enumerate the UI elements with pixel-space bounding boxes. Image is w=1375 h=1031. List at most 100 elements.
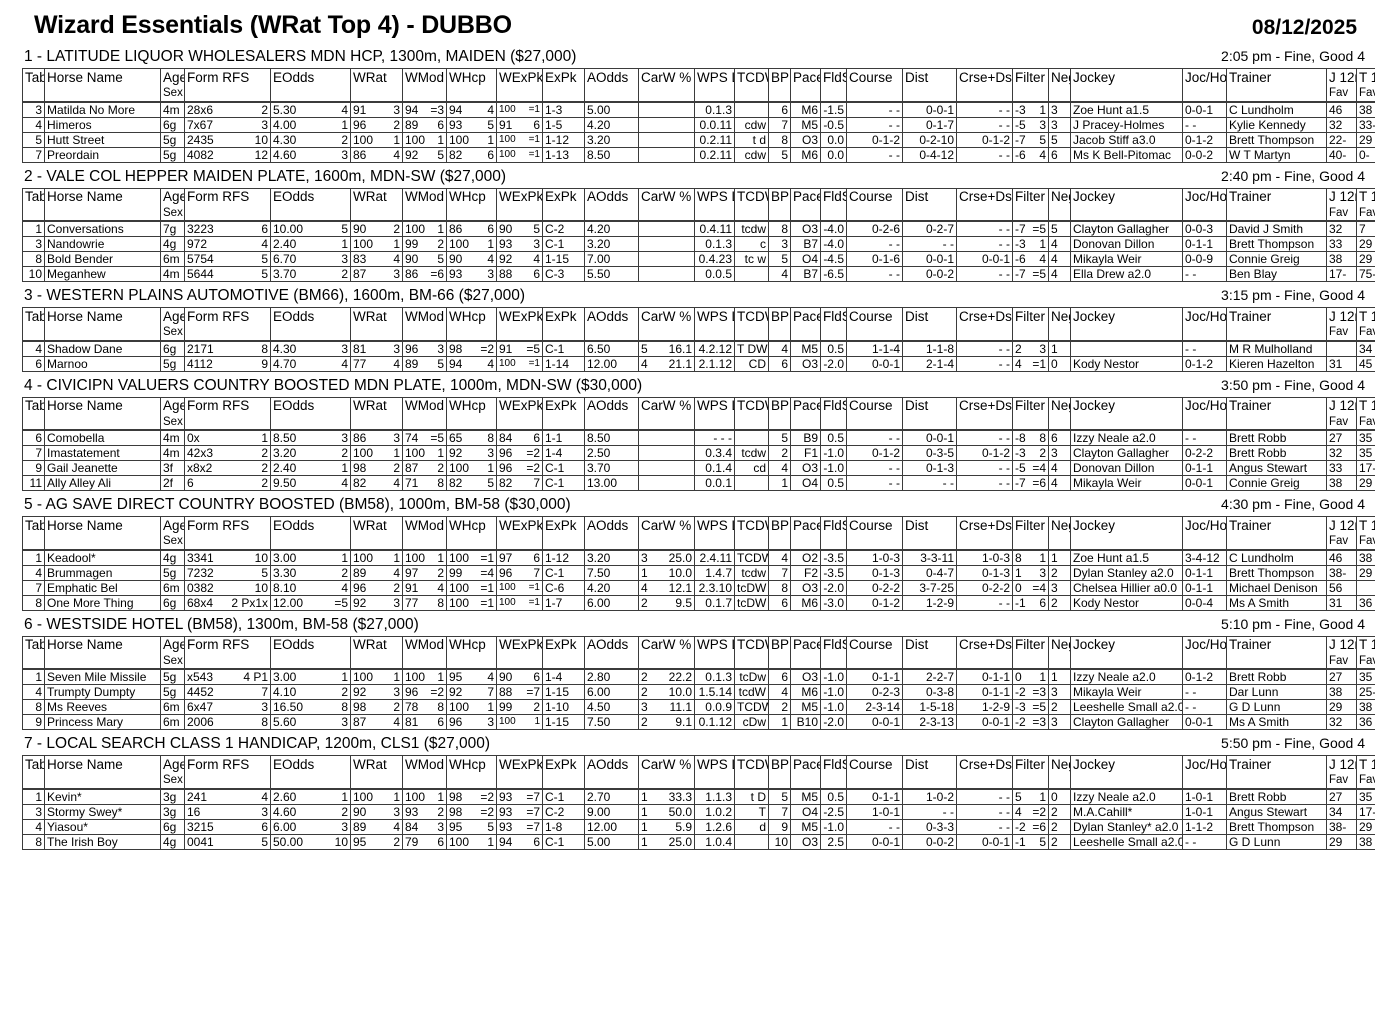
table-row[interactable]: 7 Emphatic Bel 6m 0382 10 8.10 4 96 2 91 4 100 =1 100…	[22, 579, 1375, 596]
cell-trainer[interactable]: Brett Robb	[1226, 445, 1327, 461]
cell-jockey[interactable]: J Pracey-Holmes	[1070, 116, 1183, 133]
cell-trainer[interactable]: W T Martyn	[1226, 146, 1327, 163]
cell-jockey[interactable]: Leeshelle Small a2.0	[1070, 833, 1183, 850]
cell-jockey[interactable]: Izzy Neale a2.0	[1070, 429, 1183, 446]
table-row[interactable]: 9 Gail Jeanette 3f x8x2 2 2.40 1 98 2 87 2 100 1 96 =2…	[22, 460, 1375, 476]
cell-jockey[interactable]: Chelsea Hillier a0.0	[1070, 579, 1183, 596]
cell-trainer[interactable]: Brett Thompson	[1226, 564, 1327, 581]
cell-trainer[interactable]: Kieren Hazelton	[1226, 355, 1327, 372]
cell-jockey[interactable]: Dylan Stanley* a2.0	[1070, 818, 1183, 835]
table-row[interactable]: 8 Ms Reeves 6m 6x47 3 16.50 8 98 2 78 8 100 1 99 2 1-10…	[22, 699, 1375, 715]
cell-horse-name[interactable]: One More Thing	[44, 594, 161, 611]
table-row[interactable]: 8 Bold Bender 6m 5754 5 6.70 3 83 4 90 5 90 4 92 4 1-15…	[22, 251, 1375, 267]
cell-trainer[interactable]: Michael Denison	[1226, 579, 1327, 596]
cell-trainer[interactable]: David J Smith	[1226, 220, 1327, 237]
cell-trainer[interactable]: C Lundholm	[1226, 101, 1327, 118]
table-row[interactable]: 6 Marnoo 5g 4112 9 4.70 4 77 4 89 5 94 4 100 =1 1-14 12.…	[22, 355, 1375, 372]
cell-trainer[interactable]: G D Lunn	[1226, 833, 1327, 850]
cell-trainer[interactable]: Connie Greig	[1226, 251, 1327, 267]
cell-horse-name[interactable]: Matilda No More	[44, 101, 161, 118]
table-row[interactable]: 1 Seven Mile Missile 5g x543 4 P1 3.00 1 100 1 10…	[22, 668, 1375, 685]
table-row[interactable]: 8 The Irish Boy 4g 0041 5 50.00 10 95 2 79 6 100 1 94…	[22, 833, 1375, 850]
table-row[interactable]: 5 Hutt Street 5g 2435 10 4.30 2 100 1 100 1 100 1 100…	[22, 131, 1375, 148]
table-row[interactable]: 6 Comobella 4m 0x 1 8.50 3 86 3 74 =5 65 8 84 6 1-1 8.50…	[22, 429, 1375, 446]
cell-jockey[interactable]: Mikayla Weir	[1070, 251, 1183, 267]
cell-horse-name[interactable]: Ally Alley Ali	[44, 475, 161, 491]
cell-trainer[interactable]: Ms A Smith	[1226, 714, 1327, 730]
table-row[interactable]: 4 Shadow Dane 6g 2171 8 4.30 3 81 3 96 3 98 =2 91 =5 C-…	[22, 340, 1375, 357]
table-row[interactable]: 10 Meganhew 4m 5644 5 3.70 2 87 3 86 =6 93 3 88 6 C-3 5.…	[22, 266, 1375, 282]
cell-jockey[interactable]: Leeshelle Small a2.0	[1070, 699, 1183, 715]
table-row[interactable]: 4 Trumpty Dumpty 5g 4452 7 4.10 2 92 3 96 =2 92 7 88 =…	[22, 684, 1375, 700]
cell-trainer[interactable]: Angus Stewart	[1226, 803, 1327, 820]
cell-trainer[interactable]: C Lundholm	[1226, 549, 1327, 566]
cell-jockey[interactable]: Kody Nestor	[1070, 355, 1183, 372]
cell-horse-name[interactable]: Imastatement	[44, 445, 161, 461]
cell-horse-name[interactable]: Brummagen	[44, 564, 161, 581]
cell-horse-name[interactable]: Meganhew	[44, 266, 161, 282]
cell-horse-name[interactable]: Shadow Dane	[44, 340, 161, 357]
cell-trainer[interactable]: Brett Thompson	[1226, 131, 1327, 148]
cell-horse-name[interactable]: Gail Jeanette	[44, 460, 161, 476]
cell-trainer[interactable]: Angus Stewart	[1226, 460, 1327, 476]
cell-trainer[interactable]: Brett Robb	[1226, 429, 1327, 446]
cell-horse-name[interactable]: Trumpty Dumpty	[44, 684, 161, 700]
cell-jockey[interactable]: Zoe Hunt a1.5	[1070, 549, 1183, 566]
cell-jockey[interactable]: Mikayla Weir	[1070, 475, 1183, 491]
cell-trainer[interactable]: Ben Blay	[1226, 266, 1327, 282]
cell-trainer[interactable]: M R Mulholland	[1226, 340, 1327, 357]
cell-jockey[interactable]: Izzy Neale a2.0	[1070, 668, 1183, 685]
cell-jockey[interactable]: Clayton Gallagher	[1070, 220, 1183, 237]
table-row[interactable]: 3 Stormy Swey* 3g 16 3 4.60 2 90 3 93 2 98 =2 93 =7 C-2…	[22, 803, 1375, 820]
cell-horse-name[interactable]: Preordain	[44, 146, 161, 163]
cell-horse-name[interactable]: Ms Reeves	[44, 699, 161, 715]
cell-horse-name[interactable]: Keadool*	[44, 549, 161, 566]
cell-jockey[interactable]: Clayton Gallagher	[1070, 714, 1183, 730]
table-row[interactable]: 4 Brummagen 5g 7232 5 3.30 2 89 4 97 2 99 =4 96 7 C-1 7.…	[22, 564, 1375, 581]
cell-trainer[interactable]: Dar Lunn	[1226, 684, 1327, 700]
table-row[interactable]: 1 Kevin* 3g 241 4 2.60 1 100 1 100 1 98 =2 93 =7 C-1 2.7…	[22, 788, 1375, 805]
cell-horse-name[interactable]: Hutt Street	[44, 131, 161, 148]
table-row[interactable]: 7 Imastatement 4m 42x3 2 3.20 2 100 1 100 1 92 3 96 =2…	[22, 445, 1375, 461]
race-title[interactable]: 4 - CIVICIPN VALUERS COUNTRY BOOSTED MDN…	[24, 376, 643, 394]
table-row[interactable]: 1 Keadool* 4g 3341 10 3.00 1 100 1 100 1 100 =1 97 6 1-…	[22, 549, 1375, 566]
cell-jockey[interactable]: Kody Nestor	[1070, 594, 1183, 611]
table-row[interactable]: 8 One More Thing 6g 68x4 2 Px1x 12.00 =5 92 3 77 8…	[22, 594, 1375, 611]
cell-trainer[interactable]: Connie Greig	[1226, 475, 1327, 491]
cell-trainer[interactable]: Brett Robb	[1226, 788, 1327, 805]
race-title[interactable]: 6 - WESTSIDE HOTEL (BM58), 1300m, BM-58 …	[24, 615, 419, 633]
cell-trainer[interactable]: Brett Robb	[1226, 668, 1327, 685]
cell-jockey[interactable]: Donovan Dillon	[1070, 460, 1183, 476]
cell-trainer[interactable]: Kylie Kennedy	[1226, 116, 1327, 133]
cell-horse-name[interactable]: Marnoo	[44, 355, 161, 372]
cell-horse-name[interactable]: Seven Mile Missile	[44, 668, 161, 685]
race-title[interactable]: 1 - LATITUDE LIQUOR WHOLESALERS MDN HCP,…	[24, 48, 577, 65]
cell-horse-name[interactable]: Conversations	[44, 220, 161, 237]
table-row[interactable]: 7 Preordain 5g 4082 12 4.60 3 86 4 92 5 82 6 100 =1 1-1…	[22, 146, 1375, 163]
table-row[interactable]: 3 Matilda No More 4m 28x6 2 5.30 4 91 3 94 =3 94 4 10…	[22, 101, 1375, 118]
cell-horse-name[interactable]: Stormy Swey*	[44, 803, 161, 820]
race-title[interactable]: 5 - AG SAVE DIRECT COUNTRY BOOSTED (BM58…	[24, 496, 571, 513]
cell-jockey[interactable]: Ella Drew a2.0	[1070, 266, 1183, 282]
cell-horse-name[interactable]: The Irish Boy	[44, 833, 161, 850]
table-row[interactable]: 4 Yiasou* 6g 3215 6 6.00 3 89 4 84 3 95 5 93 =7 1-8 12.0…	[22, 818, 1375, 835]
cell-jockey[interactable]: Dylan Stanley a2.0	[1070, 564, 1183, 581]
cell-trainer[interactable]: G D Lunn	[1226, 699, 1327, 715]
table-row[interactable]: 4 Himeros 6g 7x67 3 4.00 1 96 2 89 6 93 5 91 6 1-5 4.20 0…	[22, 116, 1375, 133]
cell-horse-name[interactable]: Himeros	[44, 116, 161, 133]
cell-jockey[interactable]	[1070, 340, 1183, 357]
cell-trainer[interactable]: Brett Thompson	[1226, 818, 1327, 835]
race-title[interactable]: 7 - LOCAL SEARCH CLASS 1 HANDICAP, 1200m…	[24, 735, 491, 752]
cell-jockey[interactable]: Mikayla Weir	[1070, 684, 1183, 700]
cell-jockey[interactable]: Ms K Bell-Pitomac	[1070, 146, 1183, 163]
cell-jockey[interactable]: Izzy Neale a2.0	[1070, 788, 1183, 805]
table-row[interactable]: 3 Nandowrie 4g 972 4 2.40 1 100 1 99 2 100 1 93 3 C-1 3.…	[22, 236, 1375, 252]
cell-horse-name[interactable]: Bold Bender	[44, 251, 161, 267]
cell-horse-name[interactable]: Emphatic Bel	[44, 579, 161, 596]
cell-jockey[interactable]: Zoe Hunt a1.5	[1070, 101, 1183, 118]
cell-jockey[interactable]: M.A.Cahill*	[1070, 803, 1183, 820]
race-title[interactable]: 2 - VALE COL HEPPER MAIDEN PLATE, 1600m,…	[24, 167, 507, 185]
cell-horse-name[interactable]: Kevin*	[44, 788, 161, 805]
cell-trainer[interactable]: Brett Thompson	[1226, 236, 1327, 252]
cell-jockey[interactable]: Jacob Stiff a3.0	[1070, 131, 1183, 148]
